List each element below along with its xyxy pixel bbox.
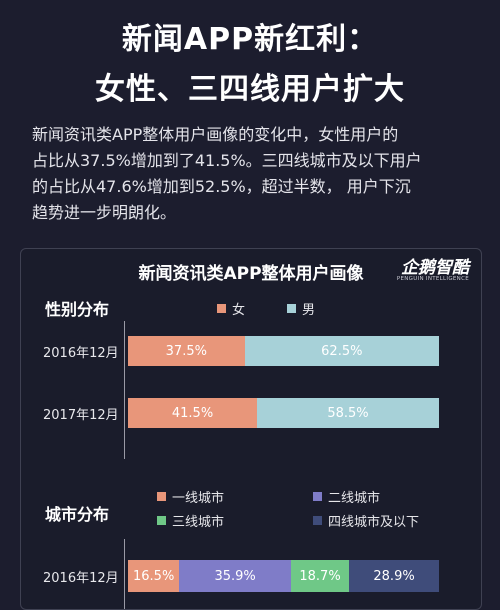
city-bar-segment: 18.7% [290, 560, 350, 592]
gender-row-label: 2016年12月 [43, 346, 119, 361]
legend-swatch-male [287, 304, 296, 313]
city-bar-segment: 35.9% [179, 560, 291, 592]
gender-axis-line [124, 321, 125, 459]
legend-swatch-tier4 [313, 516, 322, 525]
city-bar-value-label: 16.5% [133, 568, 175, 584]
gender-bar-value-label: 37.5% [165, 343, 207, 359]
legend-label-male: 男 [302, 303, 316, 318]
card-title: 新闻资讯类APP整体用户画像 [138, 264, 364, 284]
gender-bar-segment: 62.5% [244, 336, 439, 366]
gender-chart-title: 性别分布 [45, 300, 110, 319]
legend-swatch-female [217, 304, 226, 313]
gender-bar-value-label: 62.5% [321, 343, 363, 359]
penguin-logo: 企鹅智酷 PENGUIN INTELLIGENCE [387, 253, 469, 291]
intro-paragraph: 新闻资讯类APP整体用户画像的变化中，女性用户的 占比从37.5%增加到了41.… [32, 122, 472, 226]
city-bar-value-label: 18.7% [299, 568, 341, 584]
gender-bar-segment: 37.5% [128, 336, 245, 366]
legend-female: 女 [217, 299, 245, 318]
headline-line-1: 新闻APP新红利： [121, 22, 379, 57]
gender-bar-value-label: 41.5% [171, 405, 214, 421]
city-row-label: 2016年12月 [43, 571, 119, 586]
headline-line-2: 女性、三四线用户扩大 [95, 72, 405, 107]
intro-line: 趋势进一步明朗化。 [32, 203, 177, 222]
city-chart-title: 城市分布 [45, 505, 110, 524]
legend-tier1: 一线城市 [157, 487, 224, 506]
legend-male: 男 [287, 299, 315, 318]
legend-tier3: 三线城市 [157, 511, 224, 530]
legend-label-tier3: 三线城市 [172, 515, 225, 530]
legend-swatch-tier1 [157, 492, 166, 501]
chart-card: 新闻资讯类APP整体用户画像 企鹅智酷 PENGUIN INTELLIGENCE… [20, 248, 482, 610]
legend-label-tier2: 二线城市 [328, 491, 381, 506]
legend-label-female: 女 [232, 303, 246, 318]
legend-tier2: 二线城市 [313, 487, 380, 506]
gender-row-label: 2017年12月 [43, 408, 119, 423]
gender-bar-segment: 41.5% [128, 398, 258, 428]
legend-swatch-tier3 [157, 516, 166, 525]
legend-tier4: 四线城市及以下 [313, 511, 419, 530]
intro-line: 的占比从47.6%增加到52.5%，超过半数， 用户下沉 [32, 177, 411, 196]
intro-line: 占比从37.5%增加到了41.5%。三四线城市及以下用户 [32, 151, 422, 170]
city-bar-segment: 28.9% [349, 560, 439, 592]
city-bar-segment: 16.5% [128, 560, 180, 592]
legend-label-tier1: 一线城市 [172, 491, 225, 506]
city-bar-value-label: 28.9% [373, 568, 415, 584]
legend-label-tier4: 四线城市及以下 [328, 515, 420, 530]
legend-swatch-tier2 [313, 492, 322, 501]
logo-subtext: PENGUIN INTELLIGENCE [396, 276, 469, 282]
intro-line: 新闻资讯类APP整体用户画像的变化中，女性用户的 [32, 125, 399, 144]
gender-bar-segment: 58.5% [257, 398, 439, 428]
city-bar-value-label: 35.9% [214, 568, 256, 584]
gender-bar-value-label: 58.5% [327, 405, 369, 421]
logo-text: 企鹅智酷 [401, 258, 469, 278]
city-axis-line [124, 539, 125, 609]
